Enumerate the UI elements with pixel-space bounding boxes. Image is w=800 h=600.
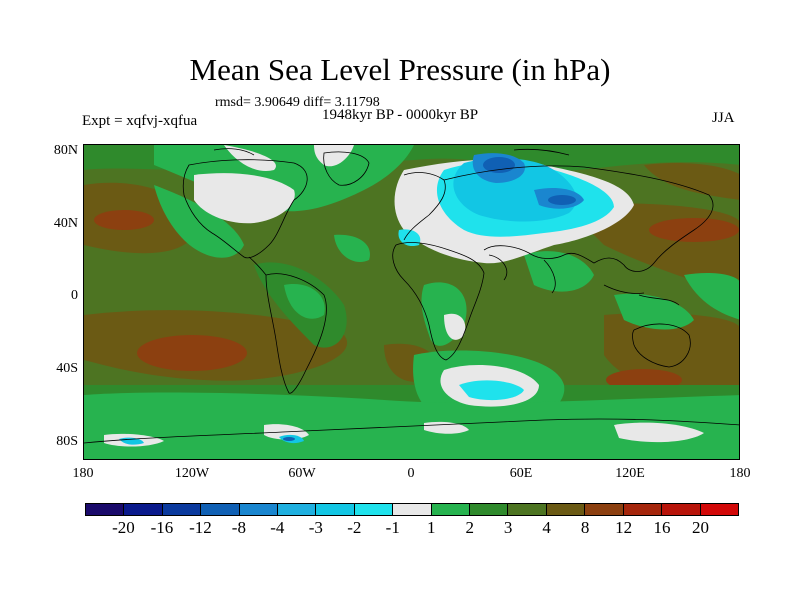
colorbar-segment — [393, 504, 432, 515]
experiment-label: Expt = xqfvj-xqfua — [82, 113, 198, 129]
colorbar-segment — [508, 504, 547, 515]
lon-label-0: 0 — [407, 466, 415, 481]
lat-label-40n: 40N — [53, 216, 78, 231]
pressure-anomaly-map — [83, 144, 740, 460]
colorbar-tick-label: 20 — [692, 518, 710, 537]
lon-label-120w: 120W — [174, 466, 210, 481]
colorbar-tick-label: -2 — [347, 518, 362, 537]
colorbar-segment — [354, 504, 394, 515]
colorbar-segment — [700, 504, 738, 515]
lon-label-180e: 180 — [729, 466, 751, 481]
colorbar-tick-label: 8 — [580, 518, 590, 537]
colorbar-tick-label: 16 — [653, 518, 671, 537]
coastlines — [84, 148, 739, 444]
colorbar-tick-label: -3 — [308, 518, 323, 537]
colorbar — [85, 503, 739, 516]
colorbar-tick-label: 1 — [426, 518, 436, 537]
colorbar-segment — [239, 504, 279, 515]
colorbar-segment — [316, 504, 355, 515]
colorbar-segment — [546, 504, 586, 515]
time-period-label: 1948kyr BP - 0000kyr BP — [322, 107, 479, 123]
colorbar-tick-label: -1 — [385, 518, 400, 537]
colorbar-tick-label: 2 — [465, 518, 474, 537]
colorbar-segment — [431, 504, 471, 515]
lon-label-120e: 120E — [615, 466, 645, 481]
colorbar-tick-label: -20 — [112, 518, 135, 537]
colorbar-segment — [585, 504, 624, 515]
colorbar-segment — [124, 504, 163, 515]
colorbar-tick-label: 12 — [615, 518, 633, 537]
colorbar-tick-label: 4 — [542, 518, 551, 537]
deep-negative-cores — [283, 157, 576, 441]
colorbar-segment — [278, 504, 317, 515]
season-label: JJA — [712, 110, 735, 126]
colorbar-tick-label: -8 — [231, 518, 246, 537]
map-title: Mean Sea Level Pressure (in hPa) — [189, 52, 611, 87]
colorbar-segment — [86, 504, 125, 515]
lon-label-60e: 60E — [509, 466, 533, 481]
rmsd-diff-stats: rmsd= 3.90649 diff= 3.11798 — [215, 95, 380, 110]
colorbar-segment — [162, 504, 202, 515]
colorbar-segment — [623, 504, 663, 515]
colorbar-tick-label: -12 — [189, 518, 212, 537]
colorbar-segment — [201, 504, 240, 515]
lon-label-180w: 180 — [72, 466, 94, 481]
colorbar-tick-label: 3 — [503, 518, 513, 537]
colorbar-segment — [662, 504, 701, 515]
lon-label-60w: 60W — [288, 466, 316, 481]
colorbar-tick-label: -16 — [150, 518, 174, 537]
lat-label-80s: 80S — [56, 434, 78, 449]
colorbar-segment — [470, 504, 509, 515]
lat-label-equator: 0 — [71, 288, 78, 303]
lat-label-80n: 80N — [53, 143, 78, 158]
lat-label-40s: 40S — [56, 361, 78, 376]
colorbar-tick-label: -4 — [270, 518, 285, 537]
